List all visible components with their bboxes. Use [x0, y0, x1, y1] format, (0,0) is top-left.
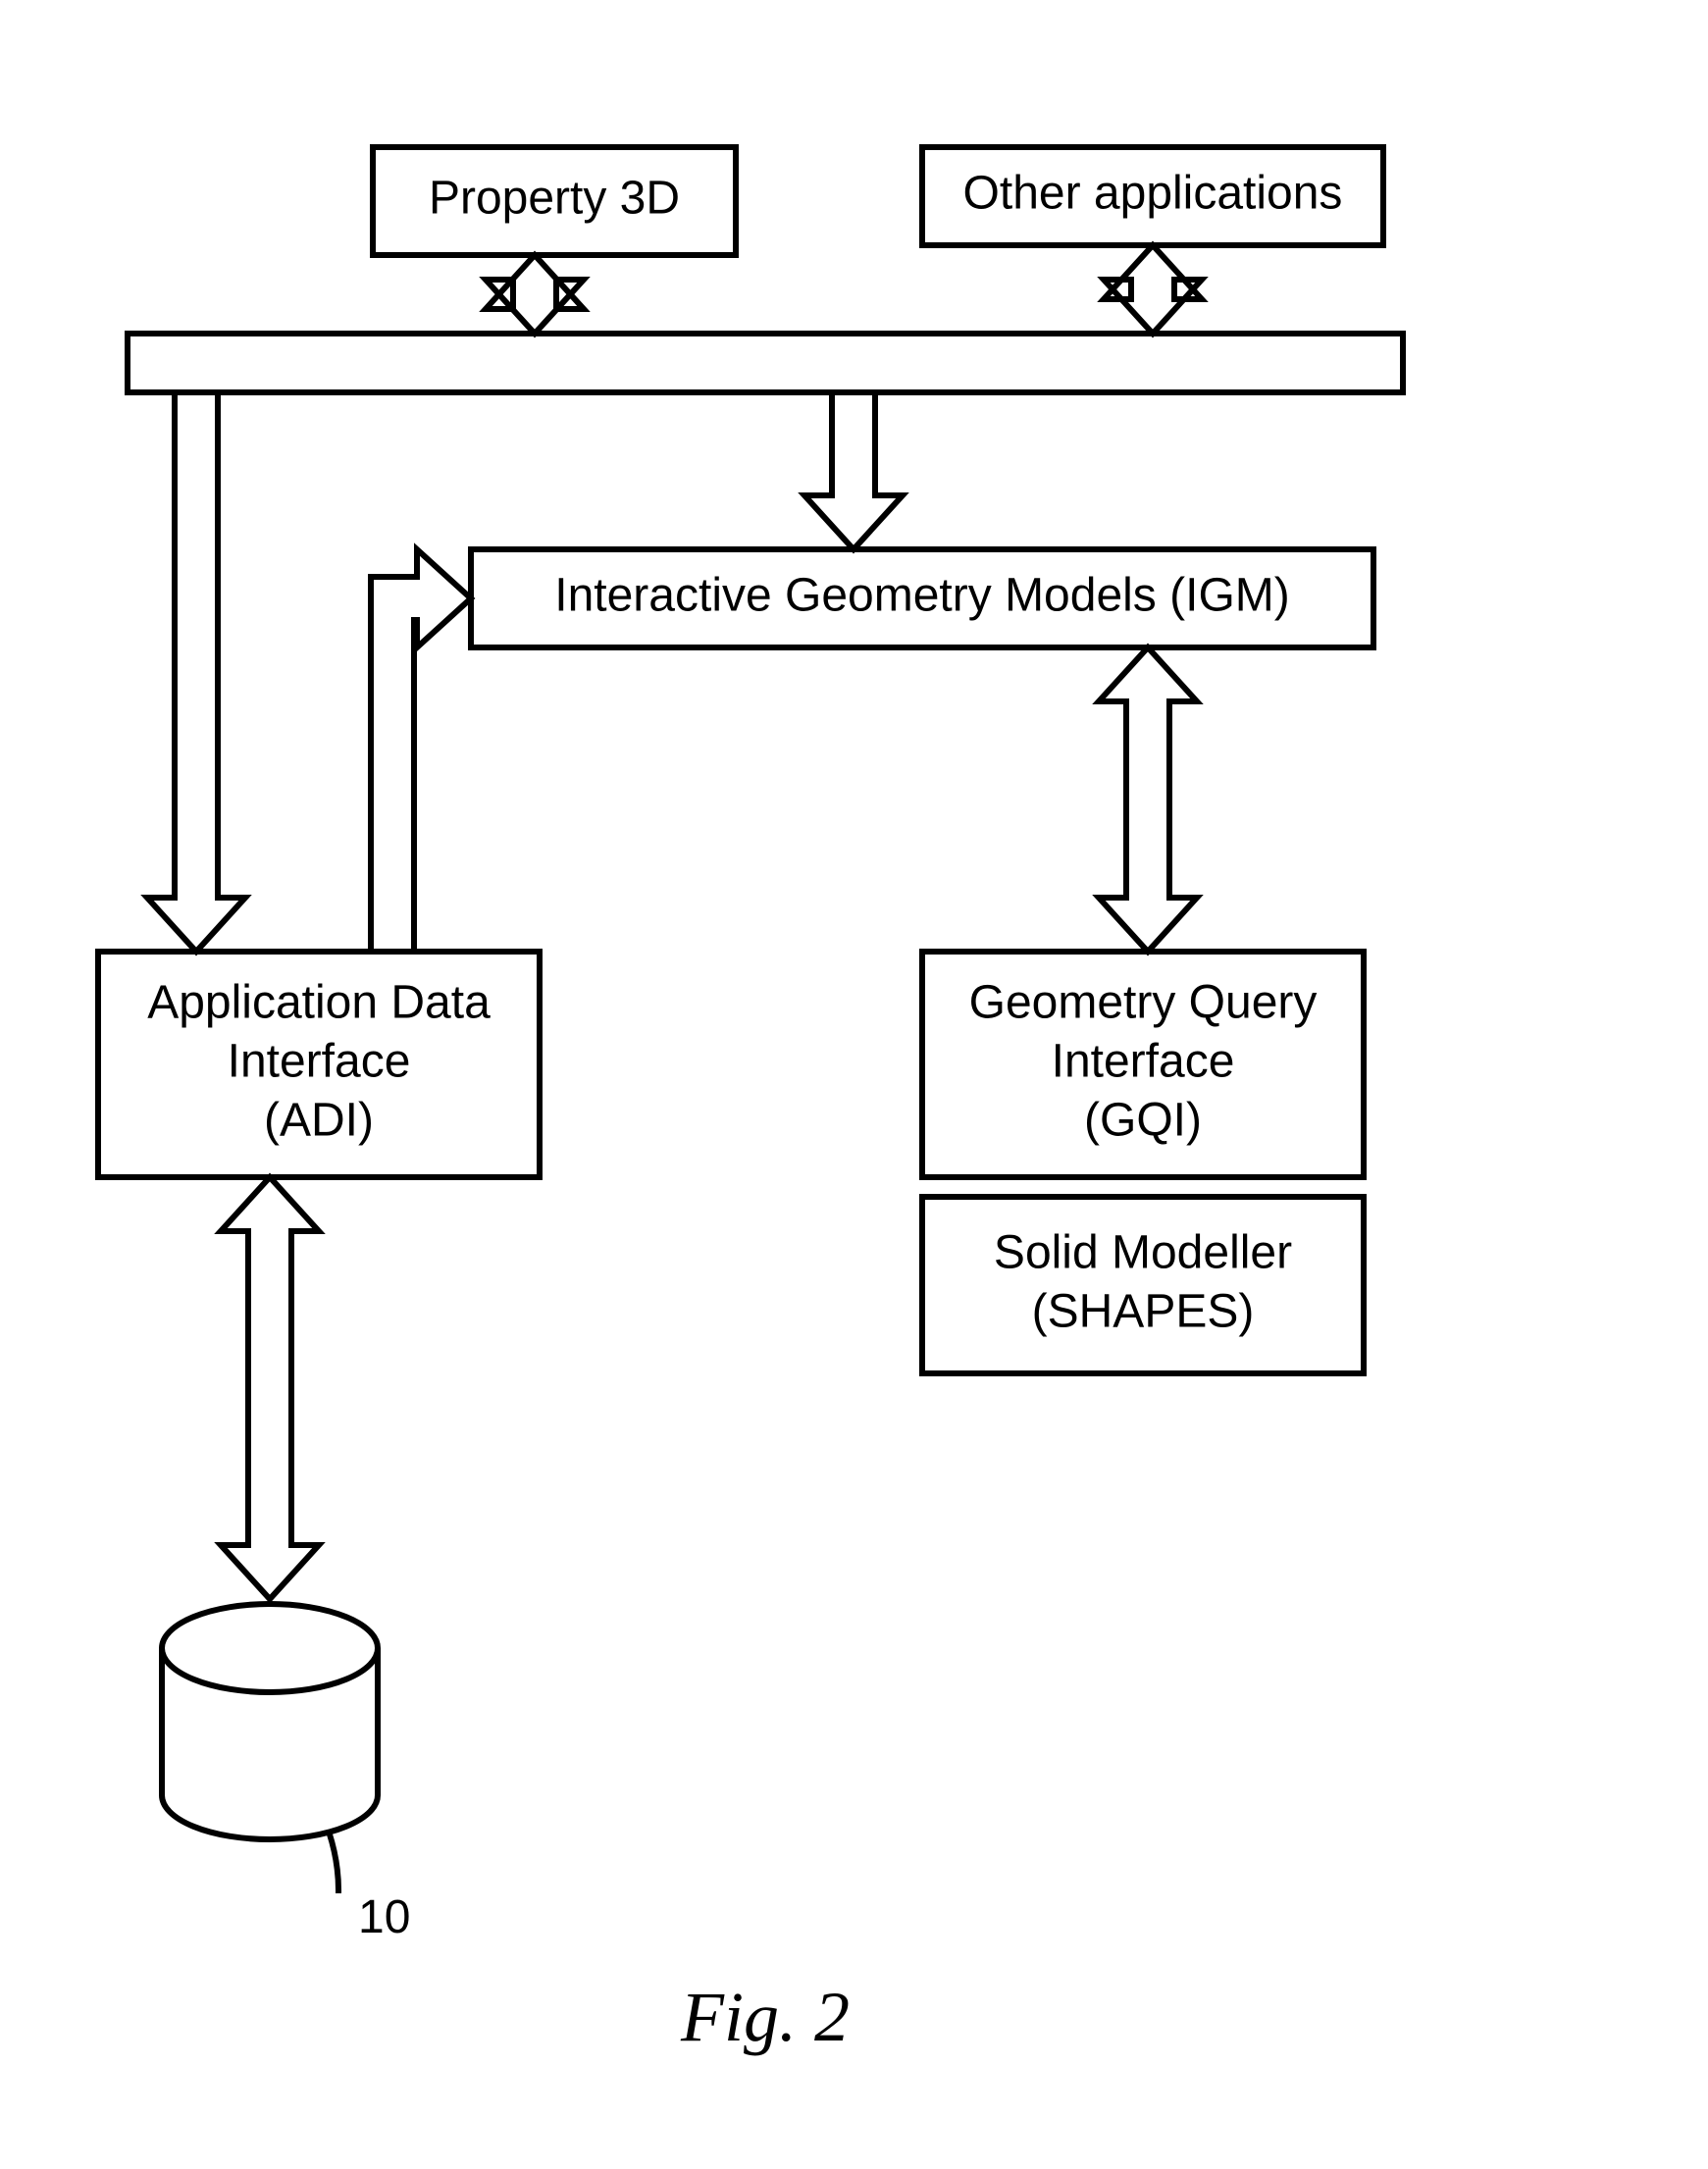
box-property3d-label: Property 3D [429, 173, 680, 225]
box-gqi-label: (GQI) [1084, 1095, 1202, 1147]
box-shapes-label: (SHAPES) [1032, 1286, 1255, 1338]
database-ref-label: 10 [358, 1891, 410, 1943]
arrow-igm-gqi [1099, 647, 1197, 952]
box-adi-label: Interface [228, 1036, 411, 1088]
arrow-adi-db [221, 1177, 319, 1599]
box-shapes-label: Solid Modeller [994, 1227, 1292, 1279]
box-property3d: Property 3D [373, 147, 736, 255]
box-adi-label: (ADI) [264, 1095, 374, 1147]
arrow-otherapps-bus [1104, 245, 1202, 334]
box-igm: Interactive Geometry Models (IGM) [471, 549, 1373, 647]
database-leader-line [330, 1833, 339, 1893]
figure-caption: Fig. 2 [680, 1978, 850, 2056]
box-other-applications: Other applications [922, 147, 1383, 245]
box-adi-label: Application Data [147, 977, 491, 1029]
box-other-applications-label: Other applications [963, 168, 1343, 220]
arrow-bus-to-adi [147, 392, 245, 952]
arrow-bus-to-igm [804, 392, 903, 549]
arrow-property3d-bus [486, 255, 584, 334]
box-gqi-label: Geometry Query [969, 977, 1318, 1029]
box-gqi-label: Interface [1052, 1036, 1235, 1088]
arrow-adi-to-igm [371, 549, 471, 952]
bus-bar [128, 334, 1403, 392]
box-igm-label: Interactive Geometry Models (IGM) [554, 570, 1290, 622]
box-shapes: Solid Modeller (SHAPES) [922, 1197, 1364, 1373]
database-icon: 10 [162, 1604, 410, 1943]
box-adi: Application Data Interface (ADI) [98, 952, 540, 1177]
box-gqi: Geometry Query Interface (GQI) [922, 952, 1364, 1177]
